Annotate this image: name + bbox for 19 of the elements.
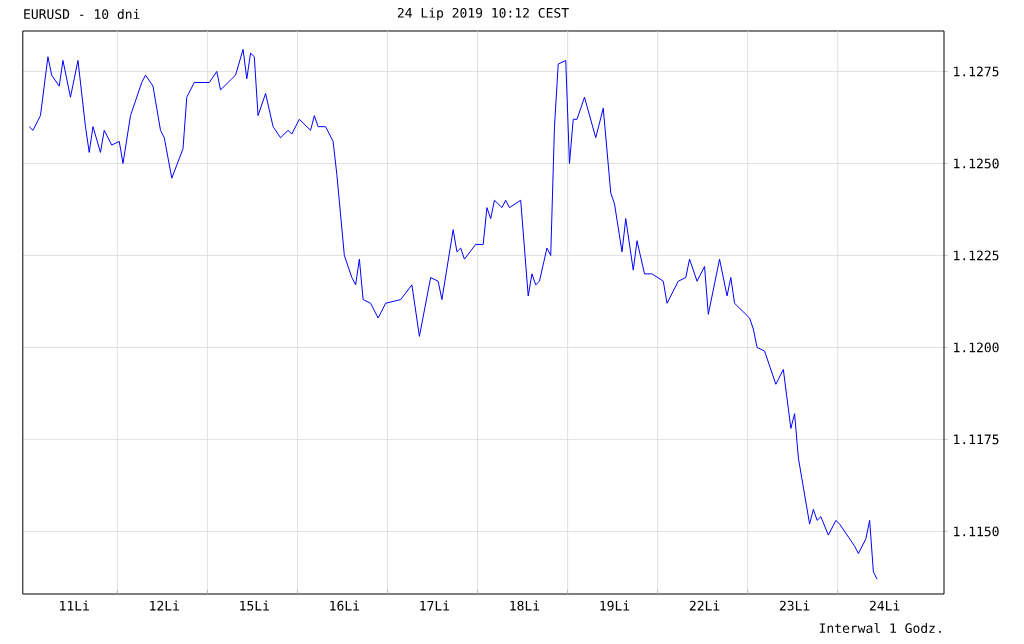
chart-subtitle: 24 Lip 2019 10:12 CEST <box>397 7 569 21</box>
x-tick-label: 16Li <box>330 600 360 611</box>
y-tick-label: 1.1175 <box>954 434 999 445</box>
chart-title: EURUSD - 10 dni <box>24 8 140 20</box>
y-tick-label: 1.1225 <box>954 250 999 261</box>
x-tick-label: 23Li <box>779 600 810 611</box>
y-tick-label: 1.1150 <box>954 526 999 537</box>
x-tick-label: 18Li <box>510 600 540 611</box>
y-tick-label: 1.1250 <box>954 158 999 169</box>
text: Interwal 1 Godz. <box>819 622 941 634</box>
x-tick-label: 11Li <box>60 600 89 611</box>
y-tick-label: 1.1200 <box>954 342 999 353</box>
x-tick-label: 24Li <box>869 600 900 611</box>
x-tick-label: 12Li <box>150 600 180 611</box>
x-tick-label: 19Li <box>600 600 630 611</box>
x-tick-label: 15Li <box>240 600 270 611</box>
y-tick-label: 1.1275 <box>954 66 999 77</box>
x-tick-label: 22Li <box>689 600 720 611</box>
x-tick-label: 17Li <box>420 600 450 611</box>
